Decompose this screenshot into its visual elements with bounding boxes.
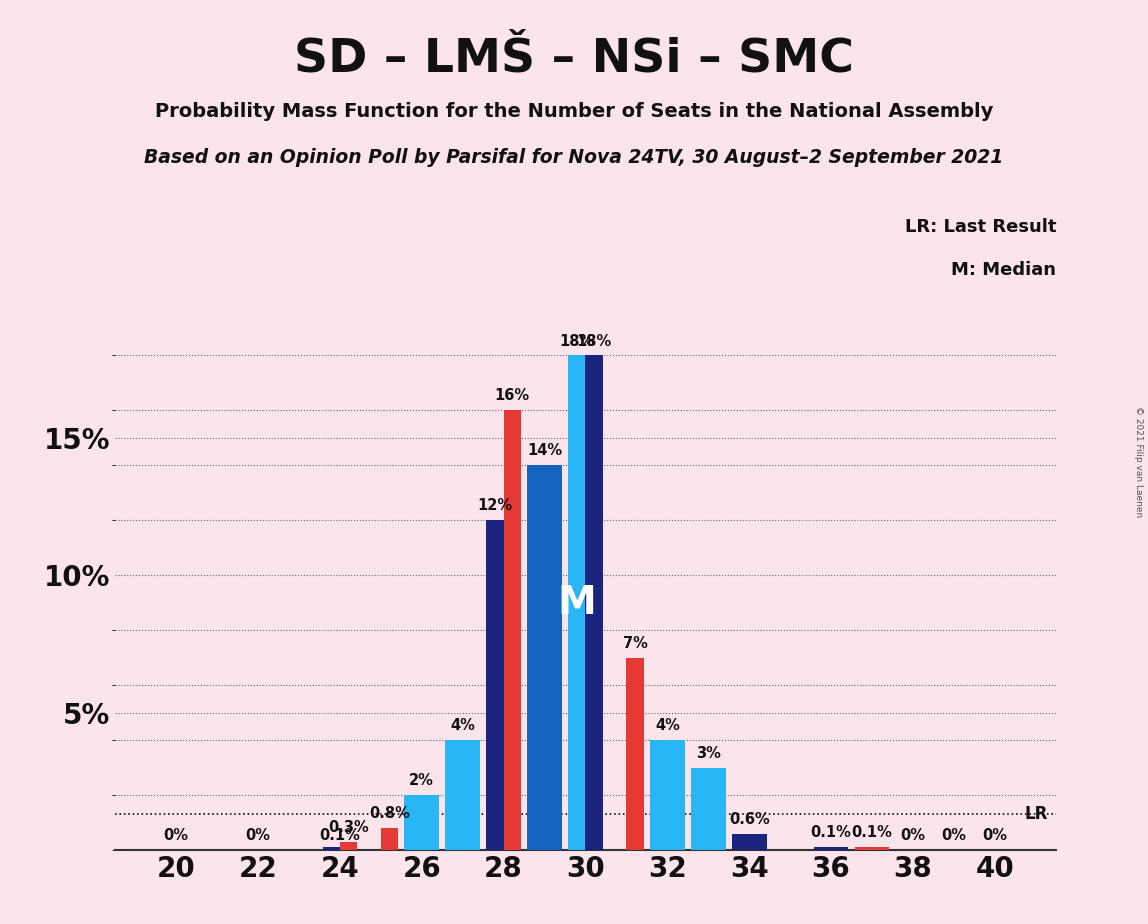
Text: 0.1%: 0.1% bbox=[319, 828, 360, 844]
Bar bbox=[487, 520, 504, 850]
Bar bbox=[381, 828, 398, 850]
Text: 2%: 2% bbox=[410, 773, 434, 788]
Bar bbox=[731, 833, 767, 850]
Text: LR: Last Result: LR: Last Result bbox=[905, 218, 1056, 236]
Bar bbox=[527, 466, 561, 850]
Bar bbox=[568, 356, 585, 850]
Bar bbox=[504, 410, 521, 850]
Bar bbox=[445, 740, 480, 850]
Text: 12%: 12% bbox=[478, 498, 512, 514]
Text: 0.8%: 0.8% bbox=[370, 807, 410, 821]
Text: 18%: 18% bbox=[576, 334, 612, 348]
Text: 0.1%: 0.1% bbox=[810, 825, 852, 841]
Bar bbox=[854, 847, 890, 850]
Text: Probability Mass Function for the Number of Seats in the National Assembly: Probability Mass Function for the Number… bbox=[155, 102, 993, 121]
Text: 0%: 0% bbox=[164, 828, 188, 844]
Text: 0%: 0% bbox=[983, 828, 1007, 844]
Text: LR: LR bbox=[1025, 806, 1048, 823]
Bar bbox=[404, 796, 440, 850]
Bar bbox=[691, 768, 726, 850]
Text: 0.1%: 0.1% bbox=[852, 825, 892, 841]
Text: 14%: 14% bbox=[527, 444, 563, 458]
Text: 7%: 7% bbox=[622, 636, 647, 650]
Bar bbox=[814, 847, 848, 850]
Text: M: Median: M: Median bbox=[952, 261, 1056, 278]
Bar bbox=[627, 658, 644, 850]
Text: © 2021 Filip van Laenen: © 2021 Filip van Laenen bbox=[1134, 407, 1143, 517]
Text: 4%: 4% bbox=[654, 718, 680, 734]
Bar bbox=[323, 847, 340, 850]
Text: 0%: 0% bbox=[246, 828, 271, 844]
Bar bbox=[585, 356, 603, 850]
Text: 4%: 4% bbox=[450, 718, 475, 734]
Text: 0%: 0% bbox=[941, 828, 967, 844]
Text: M: M bbox=[558, 584, 596, 622]
Bar bbox=[340, 842, 357, 850]
Text: 16%: 16% bbox=[495, 388, 530, 404]
Text: 0%: 0% bbox=[900, 828, 925, 844]
Text: 0.3%: 0.3% bbox=[328, 820, 369, 835]
Text: 0.6%: 0.6% bbox=[729, 811, 769, 827]
Text: 18%: 18% bbox=[559, 334, 595, 348]
Bar bbox=[650, 740, 684, 850]
Text: SD – LMŠ – NSi – SMC: SD – LMŠ – NSi – SMC bbox=[294, 37, 854, 82]
Text: Based on an Opinion Poll by Parsifal for Nova 24TV, 30 August–2 September 2021: Based on an Opinion Poll by Parsifal for… bbox=[145, 148, 1003, 167]
Text: 3%: 3% bbox=[696, 746, 721, 760]
